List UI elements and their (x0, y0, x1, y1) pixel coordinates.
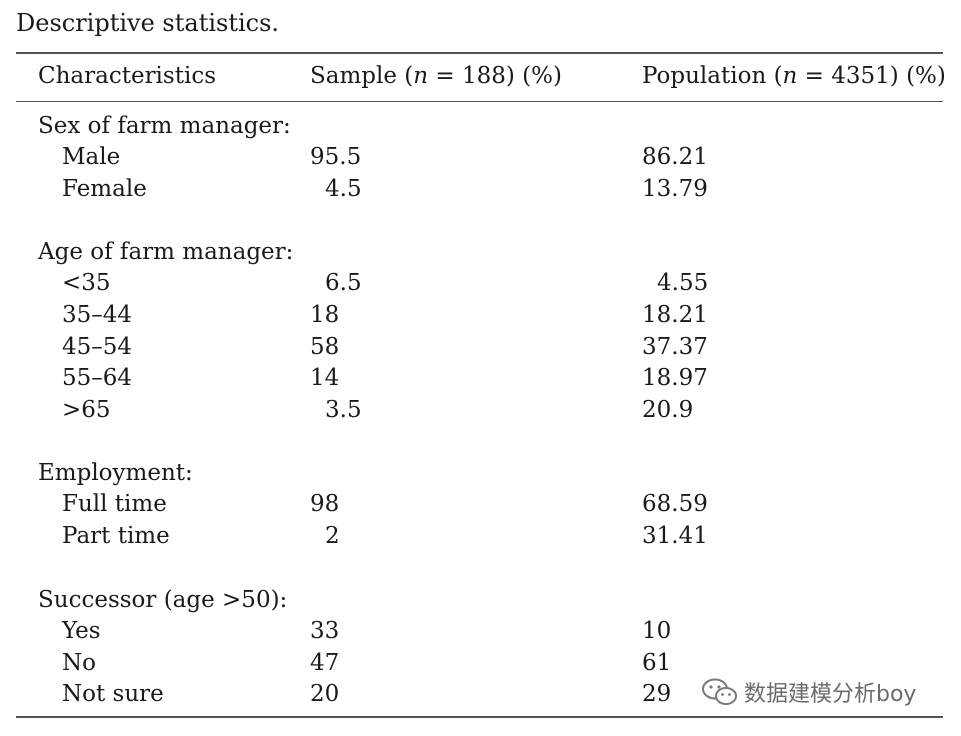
watermark: 数据建模分析boy (700, 676, 916, 708)
population-header-suffix: = 4351) (%) (797, 63, 946, 89)
row-label: Female (62, 176, 147, 202)
watermark-text: 数据建模分析boy (744, 682, 917, 707)
row-population-value: 18.21 (642, 302, 708, 328)
row-population-value: 31.41 (642, 523, 708, 549)
sample-header-prefix: Sample ( (310, 63, 414, 89)
row-label: >65 (62, 397, 111, 423)
row-sample-value: 18 (310, 302, 340, 328)
row-sample-value: 95.5 (310, 144, 362, 170)
sample-header-n: n (413, 63, 429, 89)
sample-header-suffix: = 188) (%) (428, 63, 562, 89)
row-label: Full time (62, 491, 167, 517)
group-heading-successor: Successor (age >50): (38, 587, 288, 613)
row-label: Not sure (62, 681, 164, 707)
row-population-value: 61 (642, 650, 672, 676)
column-header-population: Population (n = 4351) (%) (642, 62, 946, 90)
row-population-value: 20.9 (642, 397, 694, 423)
row-label: <35 (62, 270, 111, 296)
row-sample-value: 58 (310, 334, 340, 360)
row-label: 55–64 (62, 365, 133, 391)
table-top-rule (16, 52, 943, 54)
row-population-value: 10 (642, 618, 672, 644)
row-label: 45–54 (62, 334, 133, 360)
population-header-n: n (782, 63, 798, 89)
row-population-value: 29 (642, 681, 672, 707)
row-sample-value: 6.5 (325, 270, 362, 296)
row-sample-value: 2 (325, 523, 340, 549)
wechat-icon (700, 677, 740, 707)
row-population-value: 37.37 (642, 334, 708, 360)
row-population-value: 18.97 (642, 365, 708, 391)
group-heading-sex: Sex of farm manager: (38, 113, 291, 139)
row-population-value: 86.21 (642, 144, 708, 170)
row-label: No (62, 650, 96, 676)
table-caption: Descriptive statistics. (16, 9, 280, 37)
table-bottom-rule (16, 716, 943, 718)
population-header-prefix: Population ( (642, 63, 783, 89)
row-sample-value: 47 (310, 650, 340, 676)
row-sample-value: 14 (310, 365, 340, 391)
column-header-sample: Sample (n = 188) (%) (310, 62, 562, 90)
row-label: 35–44 (62, 302, 133, 328)
group-heading-employment: Employment: (38, 460, 193, 486)
row-sample-value: 3.5 (325, 397, 362, 423)
row-label: Part time (62, 523, 170, 549)
row-population-value: 4.55 (657, 270, 709, 296)
row-population-value: 13.79 (642, 176, 708, 202)
table-header-rule (16, 101, 943, 102)
row-sample-value: 20 (310, 681, 340, 707)
row-label: Male (62, 144, 121, 170)
row-label: Yes (62, 618, 101, 644)
row-sample-value: 4.5 (325, 176, 362, 202)
row-sample-value: 33 (310, 618, 340, 644)
row-population-value: 68.59 (642, 491, 708, 517)
column-header-characteristics: Characteristics (38, 63, 217, 89)
group-heading-age: Age of farm manager: (38, 239, 294, 265)
row-sample-value: 98 (310, 491, 340, 517)
